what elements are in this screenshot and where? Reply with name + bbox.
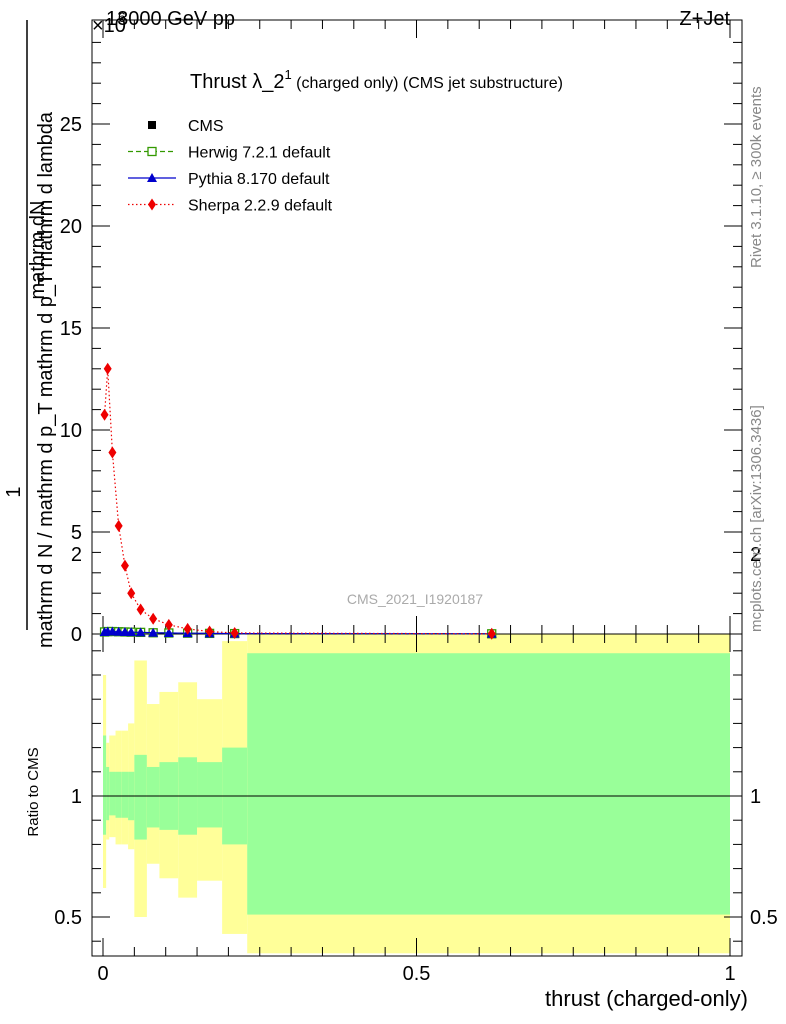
energy-label: 13000 GeV pp — [106, 8, 235, 30]
data-point — [205, 625, 214, 638]
data-point — [163, 627, 174, 637]
y-tick-label: 5 — [71, 522, 82, 544]
exponent-power: 6 — [118, 9, 126, 25]
svg-text:mathrm d N / mathrm d p_T math: mathrm d N / mathrm d p_T mathrm d p_T m… — [35, 111, 57, 648]
legend-item-1: Herwig 7.2.1 default — [128, 145, 331, 162]
x-tick-label: 0.5 — [403, 963, 431, 985]
main-plot-frame — [91, 19, 743, 635]
ratio-inner-band-1 — [106, 766, 110, 821]
ratio-y-tick-label: 1 — [71, 786, 82, 808]
ratio-y-tick-label: 2 — [71, 544, 82, 566]
ratio-y-tick-label-right: 1 — [750, 786, 761, 808]
data-point — [148, 627, 159, 637]
data-point — [103, 362, 112, 375]
ratio-inner-band-0 — [103, 735, 107, 835]
y-tick-label: 20 — [60, 216, 82, 238]
legend-label: Sherpa 2.2.9 default — [188, 198, 333, 215]
data-point — [127, 587, 136, 600]
rivet-label: Rivet 3.1.10, ≥ 300k events — [748, 86, 765, 268]
data-point — [113, 626, 124, 636]
legend-marker — [148, 198, 156, 211]
y-tick-label: 25 — [60, 114, 82, 136]
watermark: CMS_2021_I1920187 — [347, 591, 483, 607]
y-tick-label: 10 — [60, 420, 82, 442]
legend-item-3: Sherpa 2.2.9 default — [128, 198, 333, 215]
data-point — [126, 627, 137, 637]
legend-item-0: CMS — [148, 118, 224, 135]
y-axis-label: mathrm dN 1 mathrm d N / mathrm d p_T ma… — [3, 20, 57, 648]
data-point — [136, 603, 145, 616]
process-label: Z+Jet — [679, 8, 730, 30]
ratio-inner-band-3 — [115, 771, 122, 818]
legend-label: CMS — [188, 118, 224, 135]
data-point — [149, 612, 158, 625]
svg-text:mathrm dN: mathrm dN — [27, 201, 49, 300]
data-point — [230, 626, 239, 639]
ratio-y-tick-label-right: 0.5 — [750, 907, 778, 929]
y-tick-label: 0 — [71, 624, 82, 646]
data-point — [100, 408, 109, 421]
data-series — [99, 362, 497, 640]
data-point — [114, 519, 123, 532]
legend-marker — [147, 173, 157, 182]
ratio-inner-band-4 — [121, 771, 129, 818]
x-tick-label: 1 — [724, 963, 735, 985]
mcplots-label: mcplots.cern.ch [arXiv:1306.3436] — [748, 405, 765, 632]
data-point — [135, 627, 146, 637]
ratio-inner-band-6 — [134, 754, 147, 840]
legend-marker — [147, 146, 157, 157]
data-point — [108, 446, 117, 459]
exponent-label: ×10 — [92, 15, 126, 37]
data-point — [107, 626, 118, 636]
ratio-inner-band-12 — [247, 653, 730, 915]
data-point — [119, 626, 130, 636]
legend-item-2: Pythia 8.170 default — [128, 171, 330, 188]
svg-text:1: 1 — [3, 486, 25, 497]
ratio-y-tick-label: 0.5 — [54, 907, 82, 929]
ratio-y-axis-label: Ratio to CMS — [25, 747, 42, 836]
data-point — [183, 622, 192, 635]
data-point — [487, 627, 496, 640]
series-3 — [100, 362, 496, 640]
ratio-inner-band-7 — [146, 766, 160, 828]
legend-label: Pythia 8.170 default — [188, 171, 330, 188]
legend-label: Herwig 7.2.1 default — [188, 145, 331, 162]
data-point — [120, 559, 129, 572]
legend: CMS Herwig 7.2.1 default Pythia 8.170 defa… — [128, 118, 333, 215]
ratio-inner-band-10 — [197, 762, 223, 828]
data-point — [164, 618, 173, 631]
ratio-y-tick-label-right: 2 — [750, 544, 761, 566]
ratio-inner-band-2 — [109, 771, 116, 816]
plot-title: Thrust λ_21 (charged only) (CMS jet subs… — [190, 67, 563, 93]
ratio-bands — [92, 634, 742, 954]
y-tick-label: 15 — [60, 318, 82, 340]
x-axis-label: thrust (charged-only) — [545, 986, 748, 1011]
x-tick-label: 0 — [97, 963, 108, 985]
legend-marker — [148, 121, 156, 129]
